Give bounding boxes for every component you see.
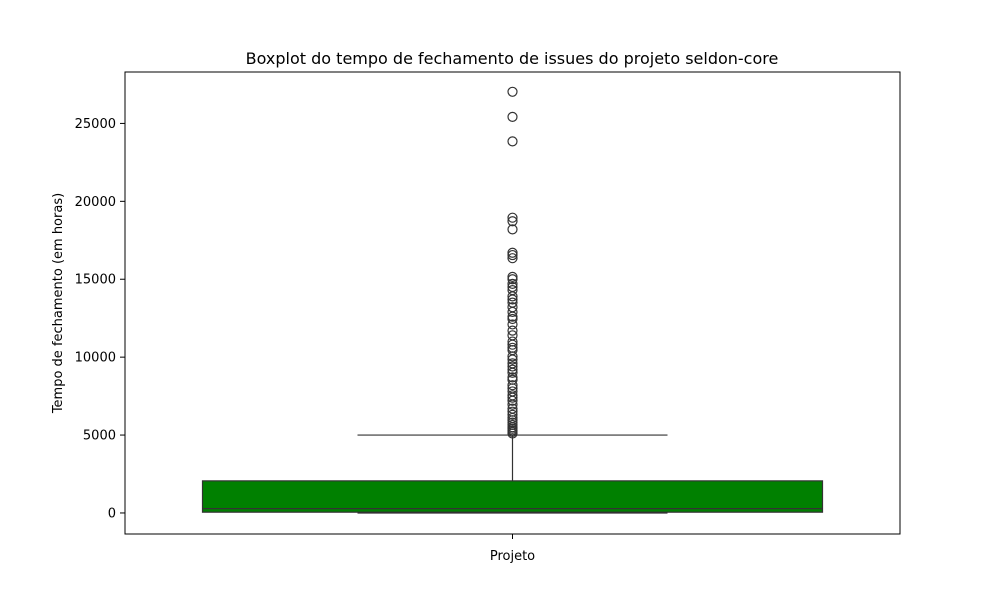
outlier-point	[507, 361, 518, 372]
iqr-box	[201, 480, 824, 513]
outlier-point	[507, 253, 518, 264]
chart-title: Boxplot do tempo de fechamento de issues…	[246, 49, 779, 68]
outlier-point	[507, 325, 518, 336]
y-tick-label: 0	[108, 506, 116, 521]
outlier-point	[507, 224, 518, 235]
outlier-point	[507, 294, 518, 305]
outlier-point	[507, 86, 518, 97]
outlier-point	[507, 306, 518, 318]
plot-area: 0 5000 10000 15000 20000 25000 Projeto	[75, 71, 901, 564]
outlier-point	[507, 395, 518, 406]
x-tick-label: Projeto	[490, 549, 535, 564]
outlier-point	[507, 249, 518, 261]
axes-frame	[124, 71, 901, 535]
outlier-point	[507, 364, 518, 375]
y-tick-label: 20000	[75, 195, 116, 210]
outlier-point	[507, 278, 518, 290]
outlier-point	[507, 399, 518, 410]
outlier-point	[507, 428, 518, 439]
outlier-point	[507, 216, 518, 227]
y-tick-label: 25000	[75, 117, 116, 132]
outlier-point	[507, 319, 518, 330]
outlier-point	[507, 380, 518, 391]
y-tick-label: 15000	[75, 273, 116, 288]
outlier-point	[507, 212, 518, 223]
outlier-point	[507, 136, 518, 147]
outlier-point	[507, 313, 518, 325]
outlier-point	[507, 367, 518, 378]
outlier-point	[507, 111, 518, 122]
y-tick-label: 10000	[75, 351, 116, 366]
outlier-point	[507, 351, 518, 362]
outlier-point	[507, 339, 518, 350]
y-axis-label: Tempo de fechamento (em horas)	[51, 193, 66, 414]
outlier-point	[507, 409, 518, 420]
y-tick-label: 5000	[83, 429, 116, 444]
outlier-point	[507, 274, 518, 285]
outlier-point	[507, 392, 518, 403]
outlier-point	[507, 354, 518, 365]
outlier-point	[507, 291, 518, 302]
